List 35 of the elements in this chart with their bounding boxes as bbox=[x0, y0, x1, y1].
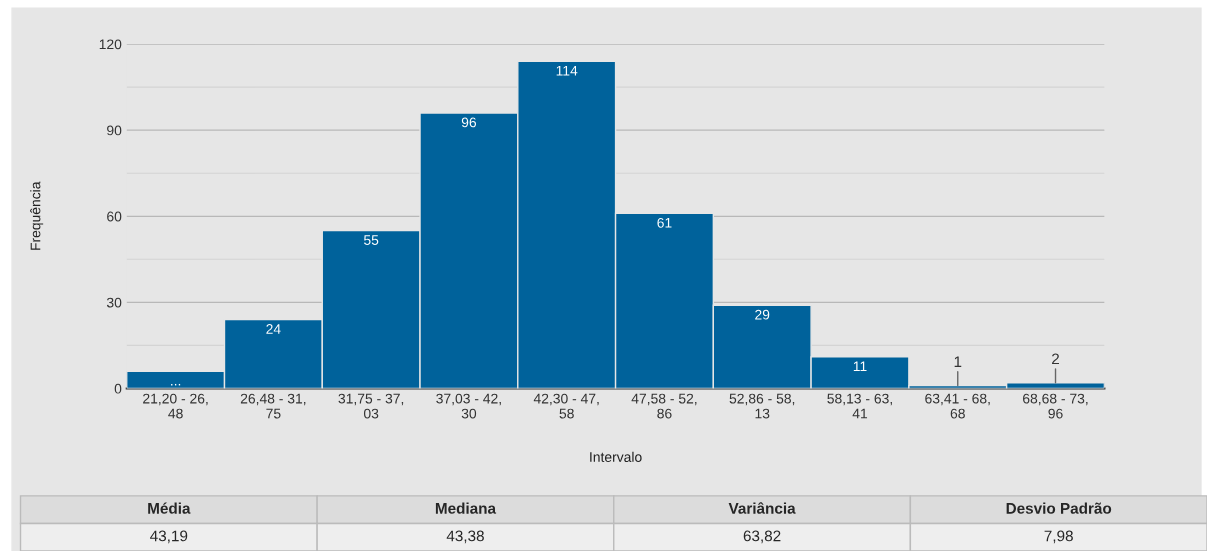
data-label: 114 bbox=[556, 65, 578, 76]
text: 7,98 bbox=[1044, 530, 1073, 544]
x-tick-label: 26,48 - 31,75 bbox=[240, 393, 306, 419]
data-label: 1 bbox=[954, 356, 962, 367]
y-tick-label: 120 bbox=[99, 39, 122, 50]
text: 63,82 bbox=[743, 530, 781, 544]
text: 43,38 bbox=[446, 530, 484, 544]
x-tick-label: 52,86 - 58,13 bbox=[729, 393, 795, 419]
x-tick-label: 42,30 - 47,58 bbox=[533, 393, 599, 419]
text: Média bbox=[148, 502, 191, 514]
y-tick-label: 90 bbox=[107, 125, 122, 136]
data-label: 96 bbox=[461, 117, 477, 128]
x-tick-label: 58,13 - 63,41 bbox=[827, 393, 892, 419]
y-tick-label: 30 bbox=[106, 297, 122, 308]
x-axis-title: Intervalo bbox=[590, 451, 642, 462]
data-label: 29 bbox=[755, 309, 770, 320]
data-label: 2 bbox=[1052, 353, 1059, 365]
x-tick-label: 31,75 - 37,03 bbox=[338, 393, 404, 419]
y-tick-label: 0 bbox=[114, 383, 122, 394]
data-label: 11 bbox=[853, 361, 867, 372]
data-label: 24 bbox=[266, 324, 281, 334]
y-axis-title: Frequência bbox=[30, 181, 44, 250]
data-label: ... bbox=[171, 383, 181, 386]
data-label: 55 bbox=[363, 235, 379, 245]
x-tick-label: 37,03 - 42,30 bbox=[436, 393, 501, 419]
text: 43,19 bbox=[150, 530, 188, 544]
data-label: 61 bbox=[657, 217, 672, 228]
x-tick-label: 47,58 - 52,86 bbox=[631, 393, 697, 419]
x-tick-label: 68,68 - 73,96 bbox=[1023, 393, 1088, 419]
y-tick-label: 60 bbox=[107, 211, 122, 222]
x-tick-label: 63,41 - 68,68 bbox=[925, 393, 990, 419]
text: Desvio Padrão bbox=[1006, 502, 1112, 514]
text: Variância bbox=[728, 502, 796, 514]
text: Mediana bbox=[435, 502, 497, 514]
x-tick-label: 21,20 - 26,48 bbox=[143, 393, 208, 419]
